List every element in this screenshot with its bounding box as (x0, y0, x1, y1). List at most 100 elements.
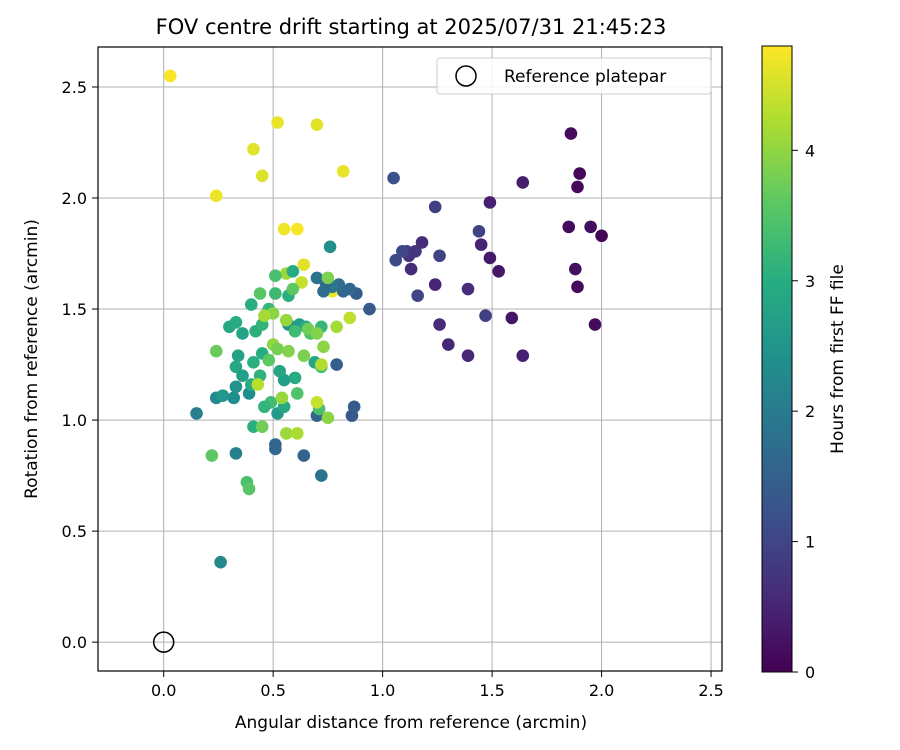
y-axis-ticks: 0.0 0.5 1.0 1.5 2.0 2.5 (62, 78, 98, 652)
data-point (273, 364, 287, 378)
data-point (315, 358, 328, 371)
x-tick-label: 2.0 (589, 681, 614, 700)
data-point (516, 349, 530, 362)
data-point (588, 318, 602, 331)
data-point (569, 262, 582, 276)
data-point (317, 284, 330, 298)
colorbar-ticks: 0 1 2 3 4 (792, 141, 815, 682)
data-point (290, 222, 304, 236)
data-point (229, 380, 243, 394)
data-point (297, 349, 311, 362)
data-point (433, 249, 446, 263)
data-point (310, 118, 324, 132)
data-point (247, 356, 260, 369)
data-point (269, 287, 282, 300)
data-point (290, 387, 304, 400)
data-point (275, 391, 289, 405)
plot-area-frame (97, 46, 723, 672)
data-point (269, 442, 282, 456)
x-tick-label: 1.5 (479, 681, 504, 700)
x-tick-label: 0.0 (151, 681, 176, 700)
y-axis-label: Rotation from reference (arcmin) (22, 219, 42, 499)
data-point (411, 289, 424, 303)
data-point (297, 258, 311, 271)
data-point (282, 344, 295, 358)
colorbar-label: Hours from first FF file (828, 264, 848, 454)
data-point (336, 165, 350, 178)
data-point (472, 225, 486, 238)
data-point (584, 220, 597, 234)
data-point (516, 176, 530, 189)
data-point (387, 171, 400, 185)
data-point (474, 238, 488, 251)
data-point (345, 409, 359, 422)
y-tick-label: 0.0 (62, 633, 87, 652)
data-point (330, 358, 343, 371)
legend-reference-marker (455, 65, 477, 87)
data-point (492, 264, 505, 278)
data-point (255, 169, 269, 183)
data-point (288, 324, 302, 338)
chart-title: FOV centre drift starting at 2025/07/31 … (156, 15, 667, 39)
data-points (163, 69, 608, 569)
data-point (229, 316, 243, 329)
data-point (190, 407, 203, 420)
colorbar-tick-label: 4 (805, 141, 815, 160)
data-point (205, 449, 219, 462)
data-point (310, 271, 324, 285)
data-point (209, 344, 223, 358)
data-point (573, 167, 586, 180)
y-tick-label: 2.0 (62, 189, 87, 208)
colorbar-tick-label: 1 (805, 533, 815, 552)
data-point (297, 449, 311, 462)
data-point (330, 320, 343, 334)
data-point (279, 427, 293, 440)
data-point (483, 196, 497, 209)
data-point (163, 69, 177, 83)
data-point (564, 127, 578, 140)
colorbar-tick-label: 0 (805, 663, 815, 682)
data-point (310, 327, 324, 340)
data-point (236, 327, 249, 340)
y-tick-label: 2.5 (62, 78, 87, 97)
data-point (262, 353, 276, 367)
data-point (253, 287, 267, 300)
data-point (227, 391, 241, 405)
data-point (229, 360, 243, 374)
data-point (409, 244, 422, 258)
data-point (255, 420, 269, 434)
data-point (479, 309, 492, 322)
data-point (247, 420, 260, 434)
data-point (251, 378, 265, 391)
data-point (271, 342, 284, 356)
x-tick-label: 0.5 (260, 681, 285, 700)
data-point (286, 264, 300, 278)
data-point (244, 298, 258, 311)
data-point (343, 311, 357, 325)
legend-label-reference: Reference platepar (504, 67, 666, 87)
data-point (242, 482, 256, 496)
data-point (271, 116, 284, 129)
data-point (433, 318, 446, 331)
data-point (323, 240, 337, 254)
data-point (258, 309, 271, 322)
data-point (277, 222, 291, 236)
reference-point (152, 631, 175, 653)
data-point (428, 278, 442, 291)
data-point (321, 271, 335, 285)
x-tick-label: 1.0 (370, 681, 395, 700)
data-point (505, 311, 519, 325)
data-point (209, 189, 223, 203)
x-axis-ticks: 0.0 0.5 1.0 1.5 2.0 2.5 (151, 671, 724, 700)
data-point (442, 338, 455, 351)
data-point (290, 427, 304, 440)
data-point (461, 349, 475, 362)
y-tick-label: 1.0 (62, 411, 87, 430)
colorbar: 0 1 2 3 4 Hours from first FF file (761, 45, 848, 682)
data-point (461, 282, 475, 296)
data-point (404, 262, 418, 276)
data-point (236, 369, 249, 382)
colorbar-tick-label: 3 (805, 272, 815, 291)
data-point (269, 269, 282, 283)
